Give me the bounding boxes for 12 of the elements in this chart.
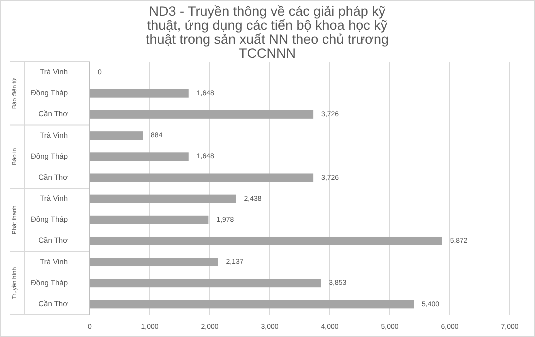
bar [90,132,144,140]
bar [90,279,322,288]
bar [90,216,209,224]
bar [90,174,314,182]
bar [90,89,189,98]
bar [90,152,189,162]
bar [90,236,442,246]
bar [90,258,218,267]
bar [90,110,314,119]
chart-title: ND3 - Truyền thông về các giải pháp kỹ thuật, ứng dụng các tiến bộ khoa học kỹ thuật trong sản xuất NN theo chủ trương TCCNNN [146,4,390,61]
bar [90,194,236,204]
bar [90,300,414,309]
